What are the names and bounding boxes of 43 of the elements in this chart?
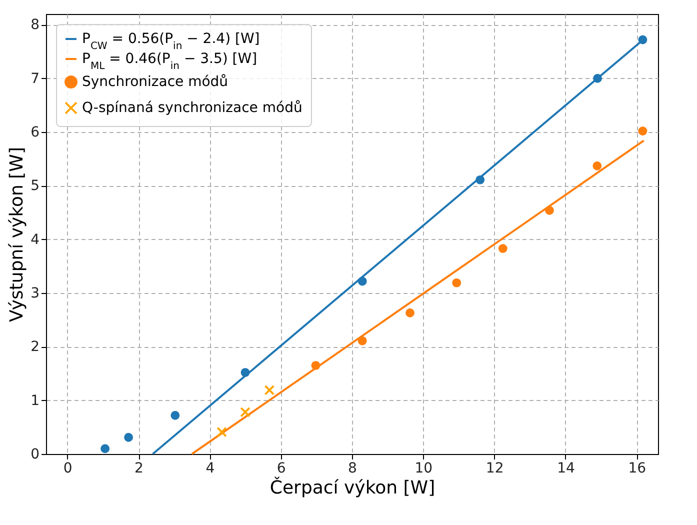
y-tick-label: 0 [30,446,40,462]
point [545,206,554,215]
legend-label: Synchronizace módů [82,74,228,90]
y-tick-label: 3 [30,286,40,302]
point [592,161,602,170]
x-axis-title: Čerpací výkon [W] [270,476,436,498]
x-tick-label: 0 [63,460,72,476]
point [406,308,414,318]
legend-label: Q-spínaná synchronizace módů [82,100,302,116]
point [593,74,602,83]
point [638,35,648,44]
legend-label: P$_{ML}$ = 0.46(P$_{in}$ − 3.5) [W] [82,51,258,72]
y-axis-title: Výstupní výkon [W] [6,147,28,322]
x-tick-label: 4 [206,460,215,476]
point [452,278,462,288]
y-tick-label: 4 [30,232,40,248]
x-tick-label: 16 [628,460,646,476]
point [100,444,110,454]
point [240,406,250,418]
y-tick-label: 7 [30,70,40,87]
point [240,368,250,377]
point [358,276,367,286]
point [170,410,180,420]
x-tick-label: 8 [348,460,357,476]
point [124,432,134,442]
y-tick-label: 1 [30,392,40,409]
x-tick-label: 12 [486,460,504,476]
point [358,336,367,346]
x-tick-label: 2 [134,460,144,476]
point [264,384,275,396]
point [311,361,320,370]
point [216,426,227,438]
x-tick-label: 10 [414,460,433,476]
point [638,126,648,136]
point [498,244,508,253]
y-tick-label: 8 [30,17,40,34]
y-tick-label: 6 [30,124,40,141]
point [476,175,485,184]
x-tick-label: 14 [557,460,575,476]
x-tick-label: 6 [276,460,286,476]
y-tick-label: 5 [30,178,40,194]
legend-label: P$_{CW}$ = 0.56(P$_{in}$ − 2.4) [W] [82,31,260,52]
y-tick-label: 2 [30,339,40,356]
